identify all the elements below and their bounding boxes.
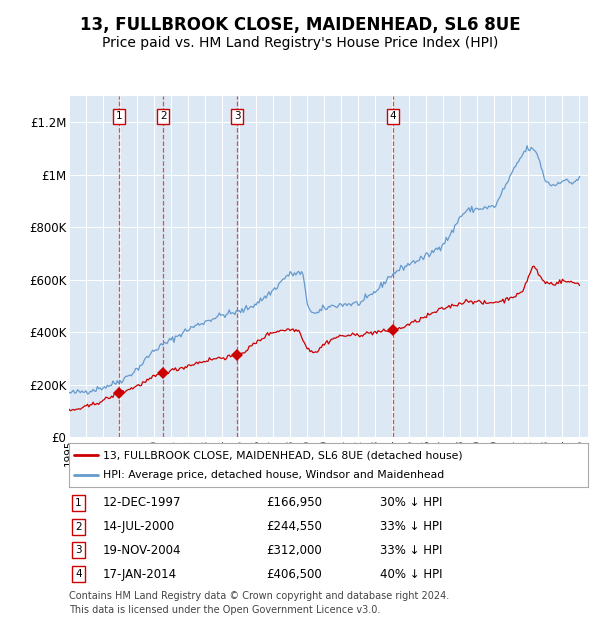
Text: £406,500: £406,500 [266,567,322,580]
Text: 30% ↓ HPI: 30% ↓ HPI [380,497,443,510]
Text: 33% ↓ HPI: 33% ↓ HPI [380,544,443,557]
Text: 12-DEC-1997: 12-DEC-1997 [103,497,181,510]
Text: 13, FULLBROOK CLOSE, MAIDENHEAD, SL6 8UE (detached house): 13, FULLBROOK CLOSE, MAIDENHEAD, SL6 8UE… [103,450,463,460]
Text: 40% ↓ HPI: 40% ↓ HPI [380,567,443,580]
Text: 4: 4 [75,569,82,579]
Text: £166,950: £166,950 [266,497,322,510]
Text: 2: 2 [75,521,82,531]
Text: Contains HM Land Registry data © Crown copyright and database right 2024.: Contains HM Land Registry data © Crown c… [69,591,449,601]
Text: 4: 4 [389,112,397,122]
Text: 33% ↓ HPI: 33% ↓ HPI [380,520,443,533]
Text: 13, FULLBROOK CLOSE, MAIDENHEAD, SL6 8UE: 13, FULLBROOK CLOSE, MAIDENHEAD, SL6 8UE [80,16,520,34]
Text: 19-NOV-2004: 19-NOV-2004 [103,544,181,557]
Text: £244,550: £244,550 [266,520,322,533]
Text: 3: 3 [75,546,82,556]
Text: 17-JAN-2014: 17-JAN-2014 [103,567,177,580]
Text: This data is licensed under the Open Government Licence v3.0.: This data is licensed under the Open Gov… [69,605,380,615]
Text: Price paid vs. HM Land Registry's House Price Index (HPI): Price paid vs. HM Land Registry's House … [102,37,498,50]
Text: HPI: Average price, detached house, Windsor and Maidenhead: HPI: Average price, detached house, Wind… [103,470,444,480]
Text: 1: 1 [75,498,82,508]
Text: 3: 3 [234,112,241,122]
Text: 2: 2 [160,112,167,122]
Text: 1: 1 [116,112,122,122]
Text: 14-JUL-2000: 14-JUL-2000 [103,520,175,533]
Text: £312,000: £312,000 [266,544,322,557]
